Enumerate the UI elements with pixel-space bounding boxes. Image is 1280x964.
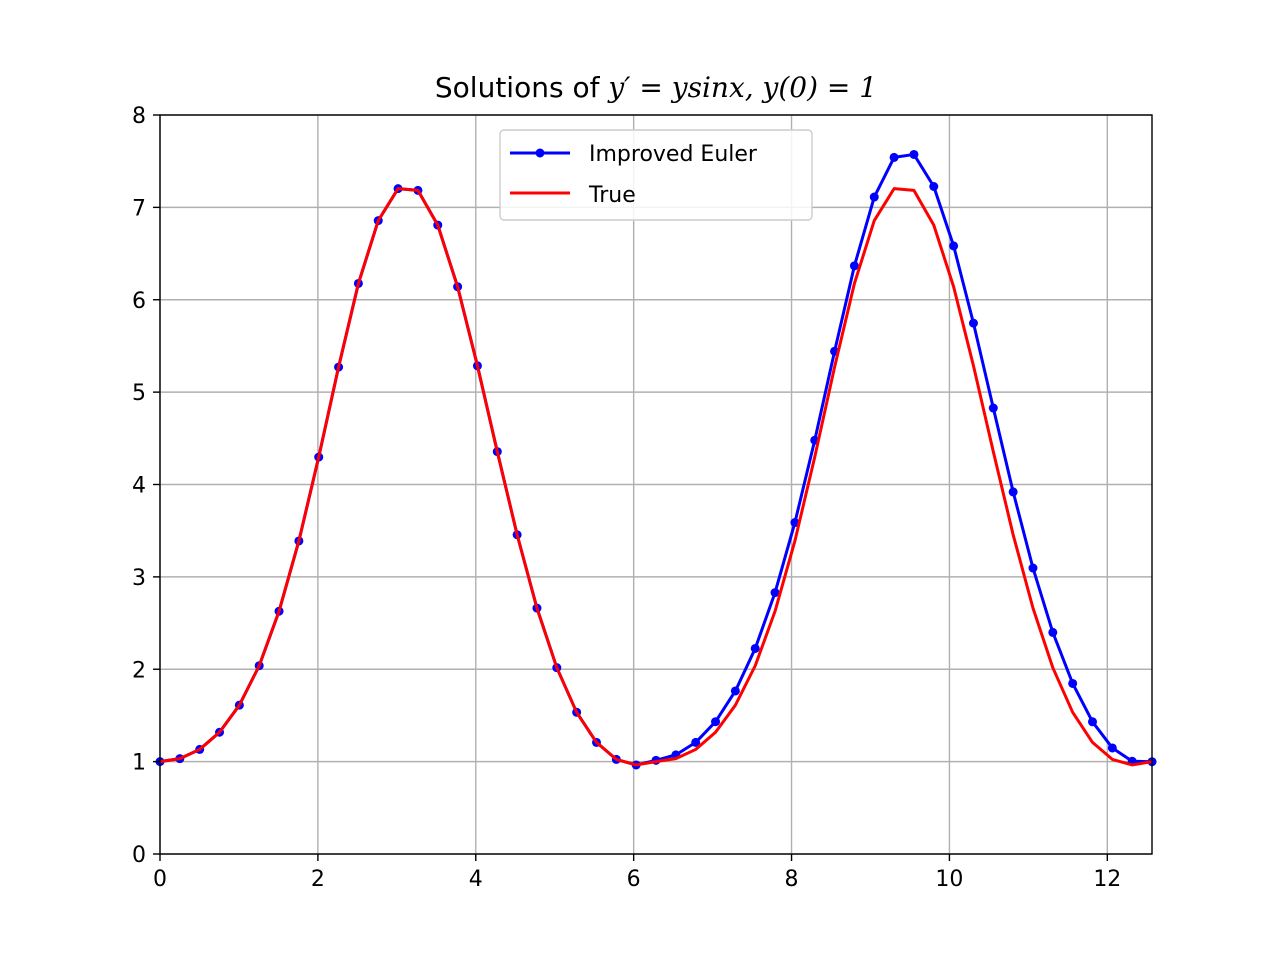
- y-tick-label: 2: [132, 658, 146, 683]
- data-point-improved-euler: [1107, 743, 1117, 753]
- data-point-improved-euler: [730, 686, 740, 696]
- data-point-improved-euler: [1068, 678, 1078, 688]
- legend-frame: [499, 129, 813, 221]
- x-tick-label: 12: [1093, 867, 1121, 892]
- legend: Improved Euler True: [499, 129, 813, 221]
- data-point-improved-euler: [889, 152, 899, 162]
- legend-label-improved-euler: Improved Euler: [589, 142, 758, 167]
- y-tick-label: 0: [132, 843, 146, 868]
- data-point-improved-euler: [770, 588, 780, 598]
- data-point-improved-euler: [750, 643, 760, 653]
- data-point-improved-euler: [1028, 563, 1038, 573]
- data-point-improved-euler: [988, 403, 998, 413]
- series-layer: [155, 149, 1157, 770]
- data-point-improved-euler: [1048, 627, 1058, 637]
- data-point-improved-euler: [929, 181, 939, 191]
- data-point-improved-euler: [711, 717, 721, 727]
- y-tick-label: 5: [132, 381, 146, 406]
- y-tick-label: 3: [132, 566, 146, 591]
- y-tick-label: 8: [132, 104, 146, 129]
- data-point-improved-euler: [1008, 487, 1018, 497]
- legend-label-true: True: [588, 183, 636, 208]
- data-point-improved-euler: [691, 737, 701, 747]
- data-point-improved-euler: [790, 518, 800, 528]
- data-point-improved-euler: [849, 261, 859, 271]
- data-point-improved-euler: [968, 318, 978, 328]
- y-tick-label: 7: [132, 196, 146, 221]
- data-point-improved-euler: [949, 241, 959, 251]
- chart-title: Solutions of y′ = ysinx, y(0) = 1: [435, 71, 877, 104]
- data-point-improved-euler: [1088, 717, 1098, 727]
- series-line-true: [159, 187, 1153, 767]
- y-tick-label: 6: [132, 289, 146, 314]
- x-tick-label: 6: [627, 867, 641, 892]
- legend-marker-improved-euler: [535, 148, 545, 158]
- x-tick-label: 0: [153, 867, 167, 892]
- x-tick-label: 8: [785, 867, 799, 892]
- chart-title-prefix: Solutions of: [435, 71, 608, 104]
- y-tick-label: 4: [132, 474, 146, 499]
- data-point-improved-euler: [909, 149, 919, 159]
- x-tick-label: 4: [469, 867, 483, 892]
- chart-title-math: y′ = ysinx, y(0) = 1: [606, 71, 877, 104]
- data-point-improved-euler: [869, 192, 879, 202]
- x-tick-label: 2: [311, 867, 325, 892]
- x-tick-label: 10: [935, 867, 963, 892]
- y-tick-label: 1: [132, 751, 146, 776]
